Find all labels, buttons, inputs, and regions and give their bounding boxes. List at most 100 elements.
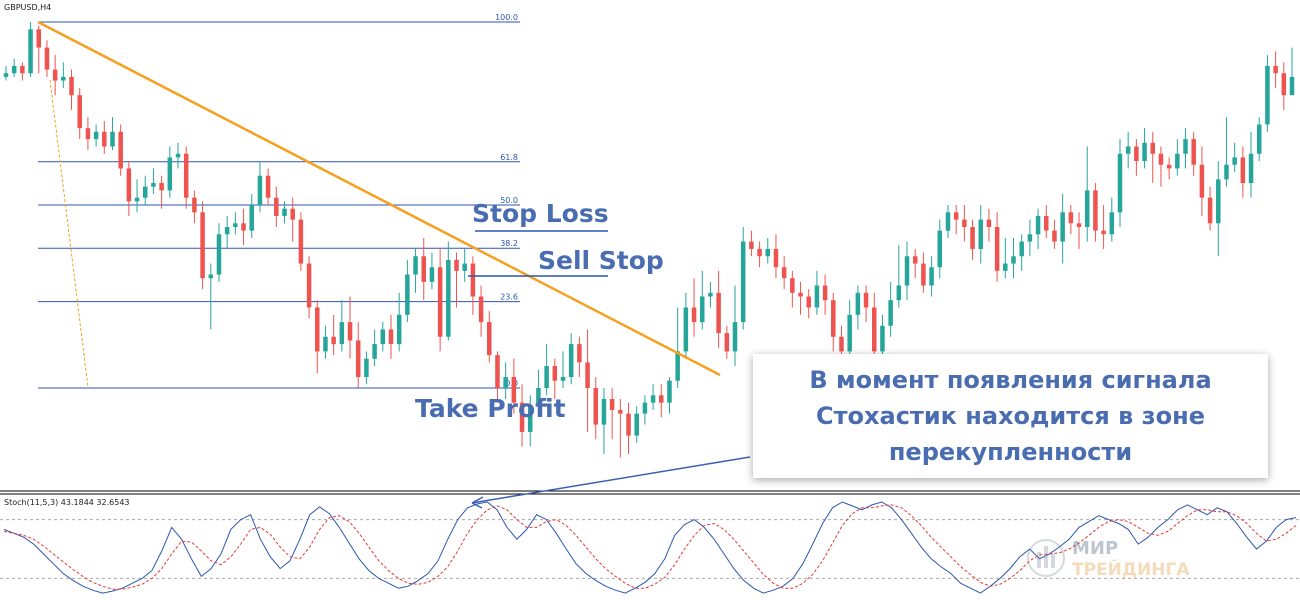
candle-bearish — [331, 336, 336, 345]
logo-text-top: МИР — [1072, 538, 1119, 559]
candle-bullish — [396, 314, 402, 345]
candle-bearish — [200, 212, 205, 279]
candle-bullish — [1183, 139, 1188, 154]
candle-bearish — [798, 292, 803, 297]
candle-bullish — [1060, 212, 1065, 242]
candle-bearish — [691, 307, 697, 323]
candle-bullish — [642, 402, 648, 414]
candle-bullish — [503, 377, 508, 388]
candle-bearish — [962, 219, 967, 227]
candle-bearish — [1044, 215, 1049, 231]
candle-bullish — [708, 292, 713, 297]
candle-bearish — [1240, 157, 1246, 184]
trendline-layer — [37, 20, 721, 388]
candle-bearish — [85, 128, 91, 140]
candle-bullish — [1084, 190, 1090, 227]
candle-bearish — [1076, 223, 1082, 227]
candle-bearish — [355, 340, 361, 378]
candle-bullish — [1109, 212, 1115, 235]
candle-bearish — [781, 267, 787, 279]
candle-bearish — [1158, 153, 1164, 165]
candle-bearish — [487, 322, 492, 356]
candle-bullish — [1019, 241, 1024, 257]
candle-bearish — [585, 362, 590, 388]
candle-bullish — [1224, 164, 1229, 180]
candle-bearish — [716, 292, 721, 334]
candle-bearish — [388, 329, 394, 345]
candle-bullish — [699, 296, 705, 323]
candle-bullish — [151, 183, 156, 187]
candle-bearish — [265, 175, 271, 198]
candle-bullish — [634, 413, 639, 436]
candle-bearish — [659, 395, 664, 403]
candle-bearish — [1093, 190, 1098, 231]
candle-bearish — [470, 263, 476, 297]
candle-bullish — [896, 285, 902, 301]
candle-bearish — [618, 409, 623, 414]
candle-bearish — [192, 197, 197, 213]
candle-bullish — [380, 329, 386, 345]
candle-bullish — [601, 398, 607, 425]
fib-level-label: 61.8 — [500, 153, 518, 162]
fib-anchor-dashed-line — [49, 79, 89, 388]
candle-bearish — [1134, 146, 1139, 162]
candle-bearish — [921, 263, 926, 286]
candle-bullish — [233, 223, 238, 227]
candle-bullish — [740, 241, 746, 323]
candle-bullish — [847, 314, 852, 352]
candle-bearish — [593, 388, 599, 425]
candle-bearish — [773, 248, 779, 268]
fib-level-label: 38.2 — [500, 239, 518, 248]
fib-level-label: 50.0 — [500, 196, 518, 205]
candle-bearish — [495, 355, 500, 388]
stochastic-label: Stoch(11,5,3) 43.1844 32.6543 — [4, 498, 130, 507]
candle-bullish — [3, 73, 9, 77]
candle-bullish — [937, 230, 943, 268]
logo-text-bottom: ТРЕЙДИНГА — [1072, 560, 1190, 580]
candle-bearish — [306, 263, 312, 308]
candle-bullish — [282, 208, 287, 216]
candle-bullish — [675, 351, 680, 381]
candle-bullish — [429, 267, 435, 282]
logo: МИР ТРЕЙДИНГА — [1026, 534, 1206, 584]
candle-bearish — [519, 402, 525, 432]
candle-bullish — [405, 274, 410, 315]
candle-bearish — [478, 296, 484, 323]
candle-bearish — [20, 65, 25, 74]
candle-bearish — [1191, 139, 1196, 165]
candle-bullish — [1232, 157, 1237, 165]
candle-bullish — [732, 322, 738, 352]
candle-bearish — [454, 259, 459, 271]
candle-bearish — [839, 336, 844, 352]
candle-bearish — [126, 168, 132, 202]
candle-bearish — [511, 377, 517, 403]
candle-bullish — [1289, 76, 1295, 96]
candle-bullish — [142, 186, 148, 198]
candle-bearish — [1273, 65, 1278, 74]
candle-bearish — [1207, 197, 1213, 224]
candle-bullish — [364, 358, 369, 378]
candle-bearish — [241, 223, 246, 231]
candle-bullish — [257, 175, 263, 205]
candle-bullish — [134, 197, 140, 202]
candle-bearish — [1068, 212, 1074, 224]
candle-bearish — [1150, 142, 1156, 154]
callout-pointer-line — [471, 456, 751, 504]
candle-bullish — [1003, 263, 1008, 271]
candle-bearish — [102, 131, 107, 147]
candle-bullish — [814, 285, 820, 308]
candle-bearish — [1281, 73, 1287, 96]
candle-bullish — [1175, 153, 1180, 169]
candle-bullish — [11, 65, 17, 74]
stop-loss-label: Stop Loss — [472, 199, 609, 228]
candle-bearish — [577, 344, 582, 363]
candle-bullish — [323, 336, 328, 352]
candle-bullish — [339, 322, 345, 345]
candle-bearish — [274, 197, 279, 216]
candle-bullish — [560, 377, 566, 381]
candle-bearish — [806, 296, 811, 308]
candle-bearish — [872, 307, 877, 352]
candle-bullish — [1265, 65, 1270, 125]
candle-bullish — [568, 344, 574, 378]
candle-bullish — [904, 256, 910, 286]
